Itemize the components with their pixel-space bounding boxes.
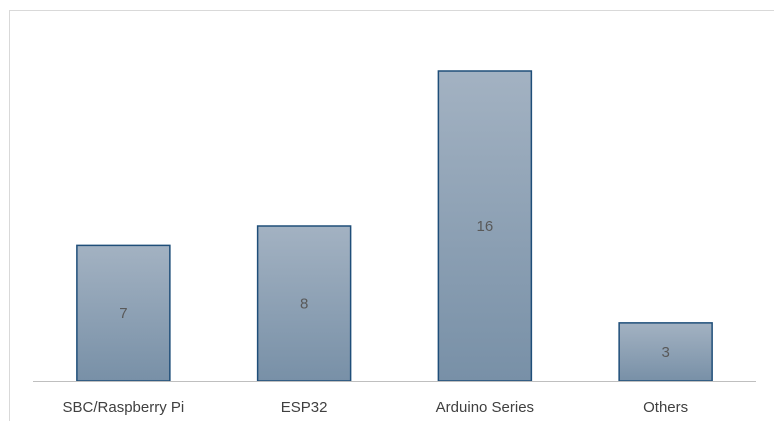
- value-label-3: 3: [661, 344, 669, 361]
- chart-area: [9, 10, 774, 421]
- bar-3: [618, 322, 713, 382]
- category-label-1: ESP32: [281, 399, 328, 416]
- value-label-2: 16: [477, 218, 494, 235]
- bar-0: [76, 244, 171, 382]
- category-label-2: Arduino Series: [436, 399, 534, 416]
- value-label-1: 8: [300, 296, 308, 313]
- category-label-0: SBC/Raspberry Pi: [63, 399, 185, 416]
- bar-1: [256, 225, 352, 382]
- value-label-0: 7: [119, 305, 127, 322]
- category-label-3: Others: [643, 399, 688, 416]
